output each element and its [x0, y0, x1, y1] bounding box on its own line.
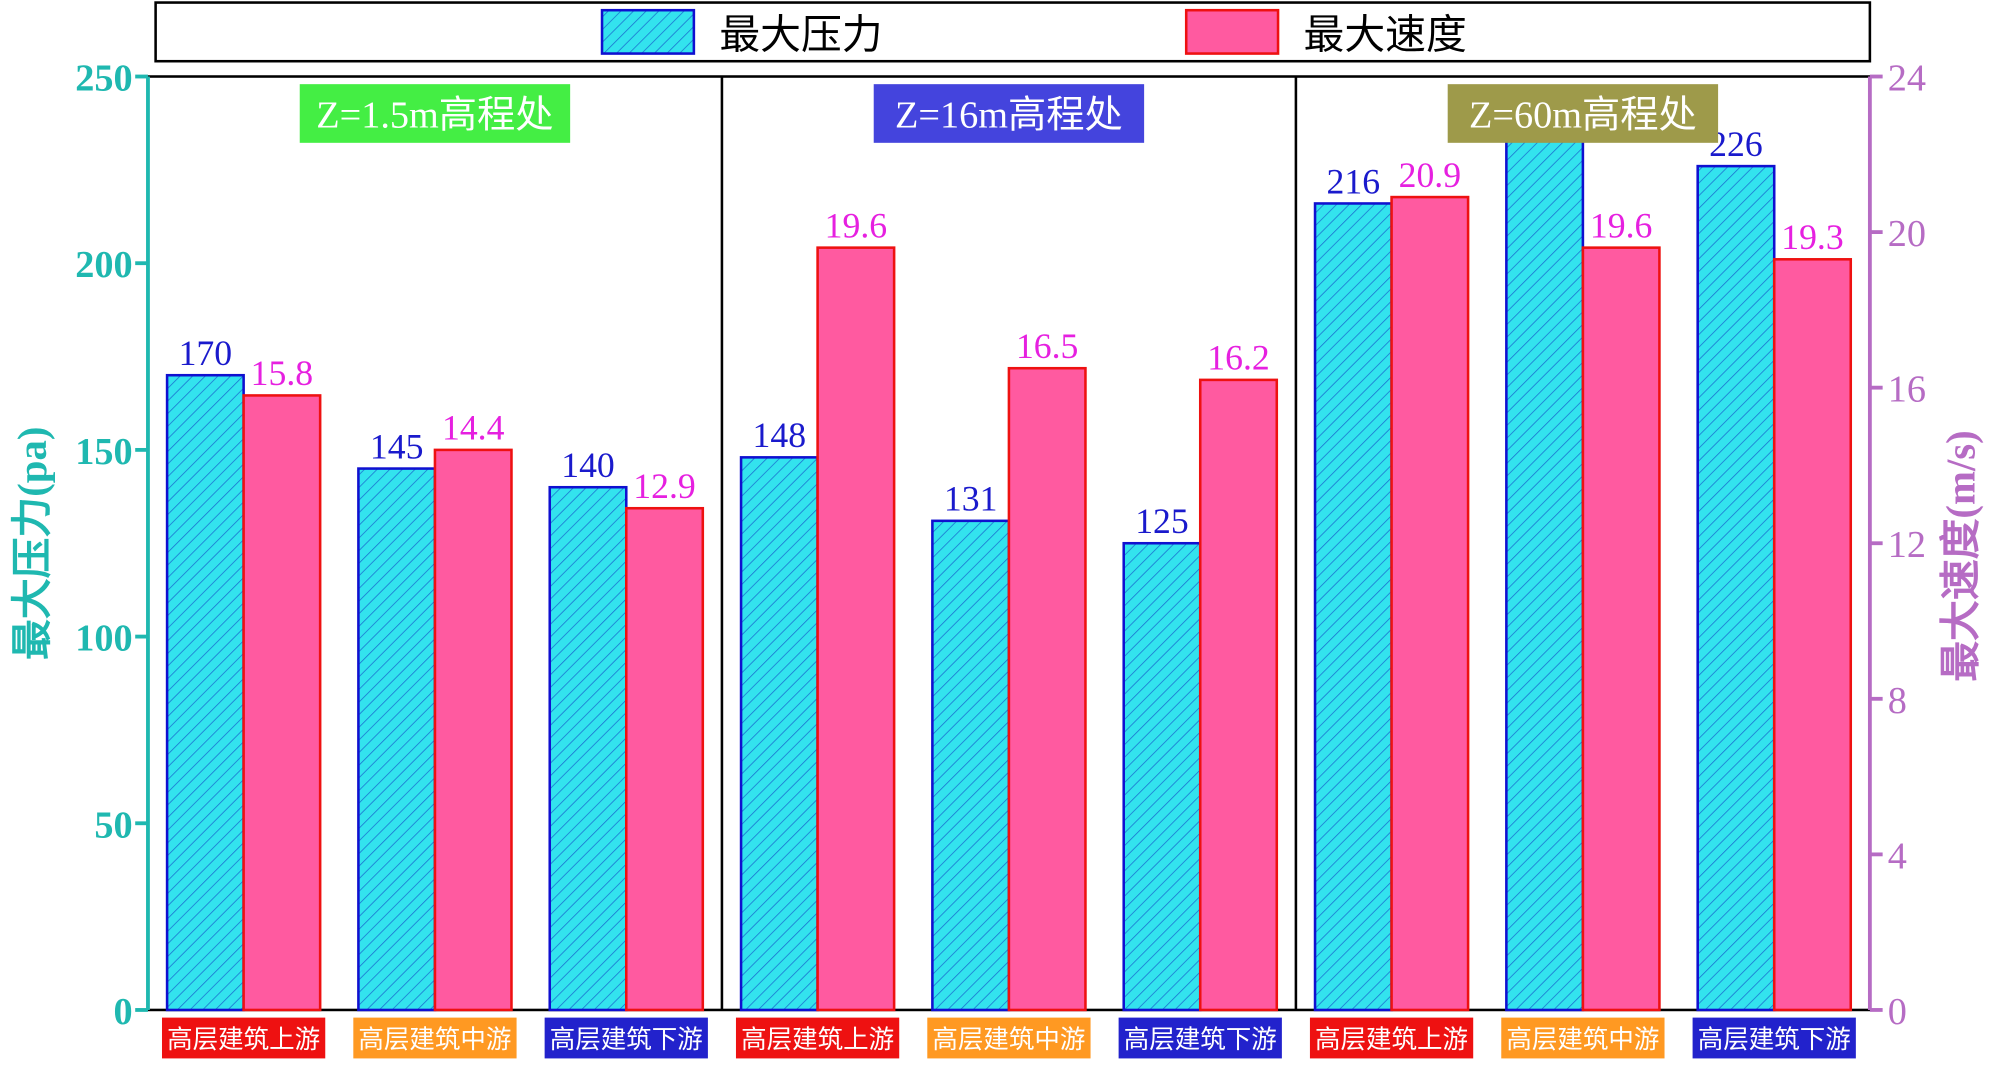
group-title-box [873, 84, 1145, 143]
left-axis-title: 最大压力(pa) [10, 427, 55, 660]
left-axis-tick-label: 200 [75, 244, 132, 286]
group-title: Z=60m高程处 [1469, 95, 1697, 137]
pressure-value-label: 145 [370, 426, 424, 466]
left-axis: 0 50 100 150 200 250 [75, 58, 150, 1033]
group-title: Z=16m高程处 [895, 95, 1123, 137]
speed-bar [1581, 246, 1661, 1012]
right-axis: 0 4 8 12 16 20 24 [1867, 58, 1926, 1033]
speed-bar [433, 448, 513, 1012]
right-axis-tick-label: 24 [1888, 58, 1926, 100]
right-axis-tick-label: 4 [1888, 835, 1907, 877]
right-axis-tick-label: 8 [1888, 680, 1907, 722]
category-label-box [735, 1017, 900, 1059]
pressure-value-label: 140 [561, 445, 615, 485]
category-label-box [353, 1017, 517, 1059]
category-label: 高层建筑上游 [167, 1025, 320, 1054]
category-label-box [1118, 1017, 1282, 1059]
speed-value-label: 19.6 [1590, 205, 1652, 245]
right-axis-title: 最大速度(m/s) [1938, 430, 1983, 682]
pressure-bar [548, 485, 628, 1012]
category-label: 高层建筑上游 [1315, 1025, 1468, 1054]
pressure-value-label: 226 [1709, 124, 1763, 164]
right-axis-tick-label: 16 [1888, 369, 1926, 411]
speed-value-label: 19.6 [825, 205, 887, 245]
category-label: 高层建筑中游 [1506, 1025, 1659, 1054]
category-label-box [1692, 1017, 1856, 1059]
speed-bar [242, 394, 322, 1012]
speed-value-label: 19.3 [1781, 217, 1843, 257]
pressure-bar [1313, 202, 1393, 1012]
pressure-bar [165, 373, 245, 1012]
legend-label-speed: 最大速度 [1304, 12, 1467, 57]
category-label-box [161, 1017, 326, 1059]
right-axis-tick-label: 20 [1888, 213, 1926, 255]
pressure-bar [1696, 164, 1776, 1012]
legend: 最大压力 最大速度 [154, 1, 1872, 63]
speed-value-label: 16.2 [1207, 338, 1269, 378]
pressure-value-label: 170 [179, 333, 233, 373]
category-label-box [1501, 1017, 1665, 1059]
group-titles-layer: Z=1.5m高程处 Z=16m高程处 Z=60m高程处 [299, 84, 1719, 143]
category-label-box [1309, 1017, 1474, 1059]
group-separators [720, 76, 1298, 1010]
category-label: 高层建筑下游 [550, 1025, 703, 1054]
speed-bar [1198, 378, 1279, 1012]
category-label: 高层建筑下游 [1124, 1025, 1277, 1054]
speed-bar [1390, 195, 1470, 1012]
legend-swatch-speed [1184, 8, 1280, 55]
pressure-bar [739, 456, 819, 1012]
speed-value-label: 20.9 [1399, 155, 1461, 195]
category-label: 高层建筑上游 [741, 1025, 894, 1054]
left-axis-tick-label: 100 [75, 618, 132, 660]
pressure-value-label: 216 [1327, 161, 1381, 201]
pressure-bar [357, 467, 437, 1012]
speed-bar [816, 246, 896, 1012]
pressure-value-label: 148 [753, 415, 807, 455]
speed-value-label: 14.4 [442, 408, 505, 448]
category-label-box [544, 1017, 708, 1059]
left-axis-tick-label: 250 [75, 58, 132, 100]
right-axis-tick-label: 12 [1888, 524, 1926, 566]
speed-bar [1772, 258, 1853, 1012]
category-label: 高层建筑中游 [932, 1025, 1085, 1054]
speed-value-label: 15.8 [251, 353, 313, 393]
pressure-bar [1505, 138, 1585, 1012]
category-labels-layer: 高层建筑上游 高层建筑中游 高层建筑下游 高层建筑上游 高层建筑中游 高层建筑下游 高层建筑… [161, 1017, 1856, 1059]
left-axis-tick-label: 50 [94, 804, 132, 846]
speed-bar [1007, 366, 1087, 1012]
legend-label-pressure: 最大压力 [719, 12, 882, 57]
category-label-box [927, 1017, 1091, 1059]
group-title-box [299, 84, 571, 143]
left-axis-tick-label: 0 [114, 991, 133, 1033]
pressure-value-label: 125 [1135, 501, 1189, 541]
left-axis-tick-label: 150 [75, 431, 132, 473]
speed-value-label: 16.5 [1016, 326, 1078, 366]
pressure-bar [931, 519, 1011, 1012]
category-label: 高层建筑中游 [358, 1025, 511, 1054]
group-title-box [1447, 84, 1719, 143]
pressure-bar [1122, 541, 1202, 1012]
speed-value-label: 12.9 [633, 466, 695, 506]
legend-swatch-pressure [600, 8, 696, 55]
legend-frame [154, 1, 1872, 63]
right-axis-tick-label: 0 [1888, 991, 1907, 1033]
bars-layer [165, 138, 1853, 1012]
group-title: Z=1.5m高程处 [316, 95, 553, 137]
speed-bar [624, 506, 705, 1012]
pressure-value-label: 131 [944, 479, 998, 519]
category-label: 高层建筑下游 [1698, 1025, 1851, 1054]
